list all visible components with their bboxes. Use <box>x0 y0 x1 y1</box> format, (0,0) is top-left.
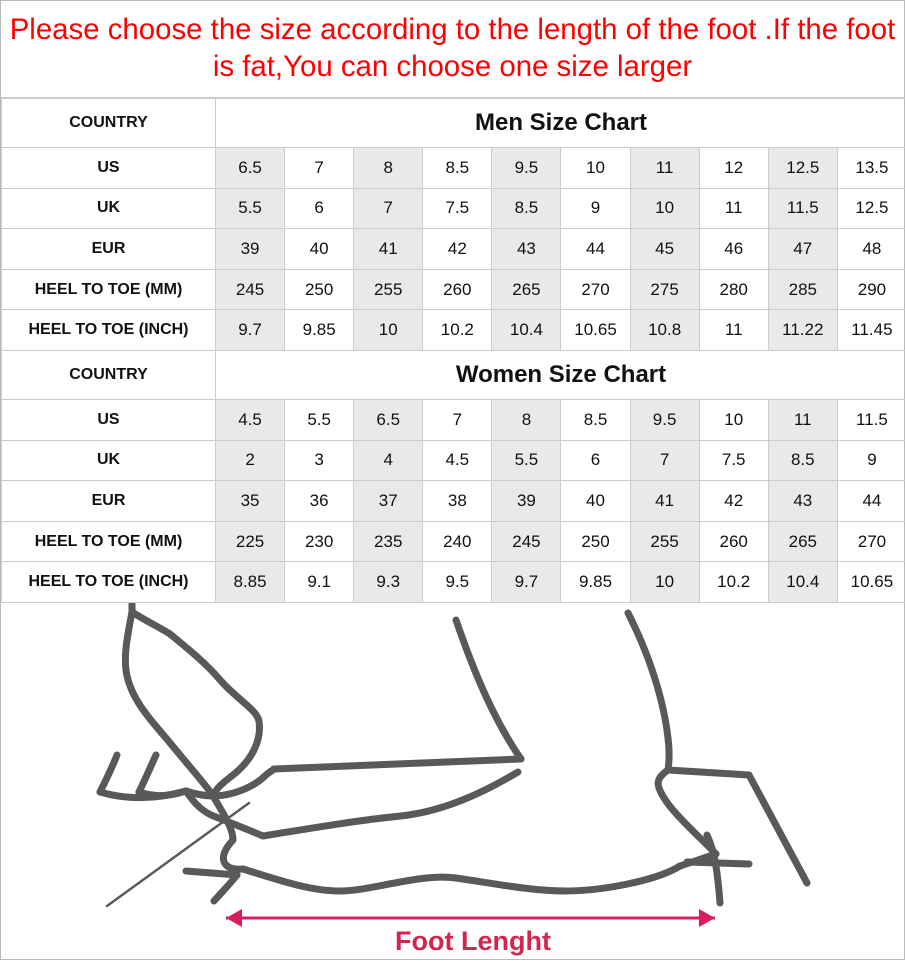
svg-text:Foot Lenght: Foot Lenght <box>395 926 551 956</box>
